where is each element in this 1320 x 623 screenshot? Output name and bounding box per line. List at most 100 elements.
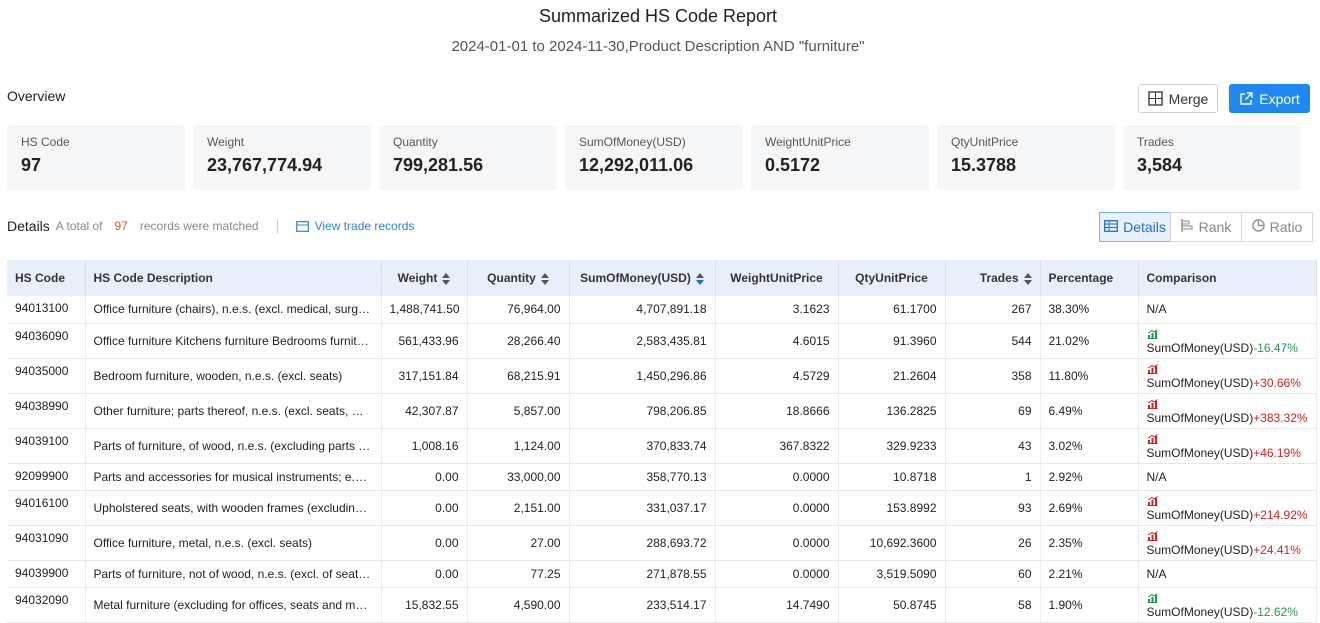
report-table: HS Code HS Code Description Weight Quantity… xyxy=(7,260,1317,623)
tab-icon xyxy=(1181,219,1194,235)
overview-card: HS Code 97 xyxy=(7,125,185,190)
view-trade-records-link[interactable]: View trade records xyxy=(314,219,415,233)
table-row: 94013100 Office furniture (chairs), n.e.s… xyxy=(7,296,1317,324)
table-cell: 94039100 xyxy=(7,428,86,464)
table-cell: 233,514.17 xyxy=(569,587,716,623)
table-cell: 27.00 xyxy=(467,525,570,561)
table-cell: 798,206.85 xyxy=(569,393,716,429)
comparison-cell: SumOfMoney(USD)+383.32% xyxy=(1138,393,1317,429)
record-count: 97 xyxy=(114,219,128,233)
table-cell: 4.5729 xyxy=(715,358,839,394)
table-cell: Parts and accessories for musical instru… xyxy=(85,463,382,491)
table-cell: 2,583,435.81 xyxy=(569,323,716,359)
card-value: 97 xyxy=(21,155,42,175)
column-header: QtyUnitPrice xyxy=(838,260,946,296)
comparison-change: +383.32% xyxy=(1253,410,1308,425)
column-label: Trades xyxy=(979,271,1019,285)
table-cell: 69 xyxy=(945,393,1041,429)
merge-button[interactable]: Merge xyxy=(1138,84,1218,113)
trend-icon xyxy=(1147,592,1158,603)
comparison-metric: SumOfMoney(USD) xyxy=(1147,362,1253,390)
card-value: 3,584 xyxy=(1137,155,1183,175)
table-cell: Office furniture, metal, n.e.s. (excl. s… xyxy=(85,525,382,561)
card-label: WeightUnitPrice xyxy=(765,135,851,149)
tab-icon xyxy=(1251,219,1265,235)
table-cell: 367.8322 xyxy=(715,428,839,464)
comparison-change: -16.47% xyxy=(1253,340,1298,355)
table-cell: 561,433.96 xyxy=(381,323,468,359)
table-cell: 1,124.00 xyxy=(467,428,570,464)
view-tab[interactable]: Rank xyxy=(1170,212,1242,242)
table-cell: 317,151.84 xyxy=(381,358,468,394)
tab-icon-svg xyxy=(1251,219,1265,232)
table-cell: 10,692.3600 xyxy=(838,525,946,561)
report-title: Summarized HS Code Report xyxy=(538,6,778,26)
table-row: 94035000 Bedroom furniture, wooden, n.e.s… xyxy=(7,358,1317,394)
tab-label: Ratio xyxy=(1269,219,1303,235)
table-cell: 5,857.00 xyxy=(467,393,570,429)
table-cell: 92099900 xyxy=(7,463,86,491)
card-label: QtyUnitPrice xyxy=(951,135,1019,149)
table-cell: 50.8745 xyxy=(838,587,946,623)
card-value: 23,767,774.94 xyxy=(207,155,323,175)
comparison-metric: SumOfMoney(USD) xyxy=(1147,432,1253,460)
card-value: 0.5172 xyxy=(765,155,821,175)
table-cell: 1,450,296.86 xyxy=(569,358,716,394)
comparison-metric-label: SumOfMoney(USD) xyxy=(1146,507,1254,522)
table-cell: 1.90% xyxy=(1040,587,1139,623)
page-body: Summarized HS Code Report 2024-01-01 to … xyxy=(7,6,1317,623)
tab-label: Details xyxy=(1123,219,1166,235)
column-header[interactable]: Quantity xyxy=(467,260,570,296)
table-cell: 271,878.55 xyxy=(569,560,716,588)
export-label: Export xyxy=(1259,90,1300,107)
table-cell: 0.00 xyxy=(381,525,468,561)
table-row: 94016100 Upholstered seats, with wooden f… xyxy=(7,490,1317,526)
table-cell: 94039900 xyxy=(7,560,86,588)
table-cell: Office furniture Kitchens furniture Bedr… xyxy=(85,323,382,359)
column-header[interactable]: SumOfMoney(USD) xyxy=(569,260,716,296)
export-icon xyxy=(1240,91,1253,105)
table-cell: 370,833.74 xyxy=(569,428,716,464)
column-label: WeightUnitPrice xyxy=(730,271,823,285)
tab-label: Rank xyxy=(1198,219,1232,235)
table-cell: 0.0000 xyxy=(715,560,839,588)
column-header[interactable]: Weight xyxy=(381,260,468,296)
table-cell: 94032090 xyxy=(7,587,86,623)
comparison-cell: SumOfMoney(USD)+30.66% xyxy=(1138,358,1317,394)
separator xyxy=(276,219,278,233)
table-cell: 153.8992 xyxy=(838,490,946,526)
column-header: Comparison xyxy=(1138,260,1317,296)
table-cell: 94035000 xyxy=(7,358,86,394)
table-cell: 4,707,891.18 xyxy=(569,296,716,324)
column-header[interactable]: Trades xyxy=(945,260,1041,296)
table-cell: 1 xyxy=(945,463,1041,491)
comparison-change: +24.41% xyxy=(1253,542,1301,557)
trend-icon xyxy=(1147,363,1158,374)
export-button[interactable]: Export xyxy=(1229,84,1310,113)
merge-label: Merge xyxy=(1168,90,1209,107)
table-cell: Parts of furniture, of wood, n.e.s. (exc… xyxy=(85,428,382,464)
table-cell: N/A xyxy=(1138,560,1317,588)
sort-icon xyxy=(442,272,451,285)
column-header: HS Code Description xyxy=(85,260,382,296)
table-cell: 28,266.40 xyxy=(467,323,570,359)
overview-card: Trades 3,584 xyxy=(1123,125,1301,190)
table-cell: 3.02% xyxy=(1040,428,1139,464)
sort-arrows xyxy=(442,272,451,285)
header-row: HS Code HS Code Description Weight Quantity… xyxy=(7,260,1317,296)
table-cell: 94036090 xyxy=(7,323,86,359)
view-tab[interactable]: Details xyxy=(1099,212,1171,242)
overview-card: Quantity 799,281.56 xyxy=(379,125,557,190)
table-cell: Upholstered seats, with wooden frames (e… xyxy=(85,490,382,526)
card-value: 12,292,011.06 xyxy=(579,155,694,175)
table-cell: 38.30% xyxy=(1040,296,1139,324)
view-tab[interactable]: Ratio xyxy=(1241,212,1313,242)
comparison-change: +46.19% xyxy=(1253,445,1301,460)
table-cell: 0.00 xyxy=(381,463,468,491)
card-label: HS Code xyxy=(21,135,70,149)
column-label: Comparison xyxy=(1146,271,1217,285)
comparison-metric: SumOfMoney(USD) xyxy=(1147,529,1253,557)
column-label: HS Code xyxy=(15,271,66,285)
table-cell: 331,037.17 xyxy=(569,490,716,526)
overview-cards: HS Code 97 Weight 23,767,774.94 Quantity 799,… xyxy=(7,125,1312,190)
